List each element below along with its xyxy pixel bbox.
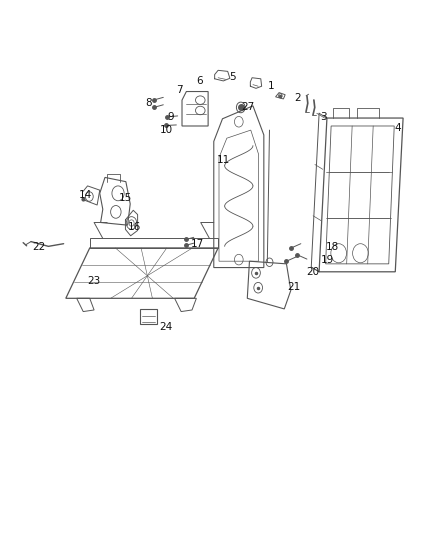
- Text: 5: 5: [229, 71, 235, 82]
- Text: 22: 22: [32, 243, 45, 253]
- Text: 11: 11: [217, 156, 230, 165]
- Text: 18: 18: [325, 243, 339, 253]
- Text: 20: 20: [306, 267, 319, 277]
- Text: 7: 7: [176, 85, 182, 95]
- Text: 10: 10: [159, 125, 173, 135]
- Text: 19: 19: [321, 255, 335, 265]
- Text: 3: 3: [320, 112, 327, 122]
- Text: 1: 1: [268, 81, 275, 91]
- Text: 23: 23: [87, 276, 100, 286]
- Text: 14: 14: [79, 190, 92, 200]
- Text: 15: 15: [119, 192, 132, 203]
- Text: 9: 9: [168, 112, 174, 122]
- Text: 27: 27: [241, 102, 254, 112]
- Text: 4: 4: [394, 123, 401, 133]
- Text: 6: 6: [196, 76, 203, 86]
- Text: 24: 24: [159, 322, 173, 332]
- Text: 16: 16: [127, 222, 141, 232]
- Text: 17: 17: [191, 239, 204, 249]
- Text: 2: 2: [294, 93, 300, 103]
- Text: 21: 21: [287, 281, 300, 292]
- Text: 8: 8: [145, 98, 152, 108]
